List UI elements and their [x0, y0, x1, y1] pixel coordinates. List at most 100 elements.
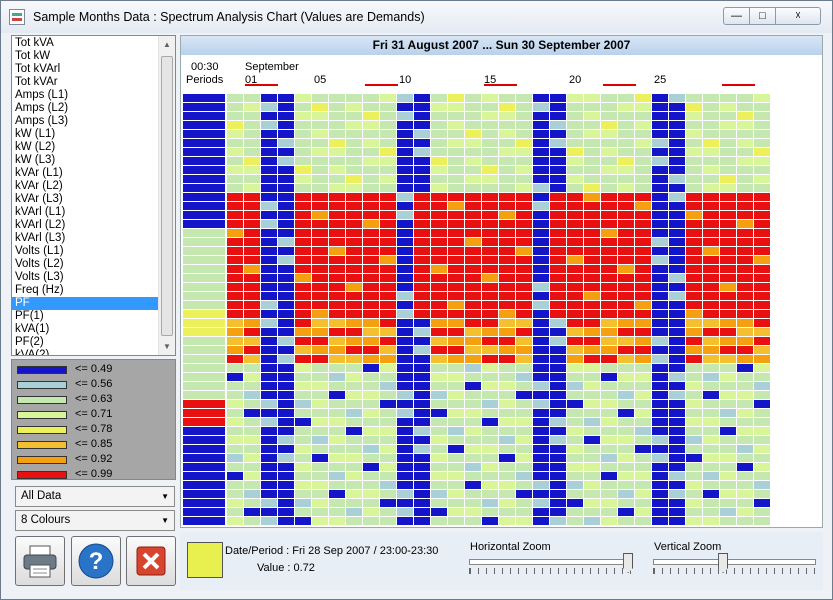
spectrum-cell[interactable]: [414, 139, 430, 147]
spectrum-cell[interactable]: [448, 499, 464, 507]
spectrum-cell[interactable]: [720, 94, 736, 102]
spectrum-cell[interactable]: [465, 211, 481, 219]
spectrum-cell[interactable]: [346, 481, 362, 489]
spectrum-cell[interactable]: [703, 382, 719, 390]
spectrum-cell[interactable]: [465, 265, 481, 273]
spectrum-cell[interactable]: [652, 346, 668, 354]
spectrum-cell[interactable]: [703, 148, 719, 156]
spectrum-cell[interactable]: [227, 517, 243, 525]
spectrum-cell[interactable]: [669, 229, 685, 237]
spectrum-cell[interactable]: [380, 508, 396, 516]
spectrum-cell[interactable]: [227, 157, 243, 165]
spectrum-cell[interactable]: [244, 157, 260, 165]
spectrum-cell[interactable]: [329, 319, 345, 327]
spectrum-cell[interactable]: [431, 490, 447, 498]
spectrum-cell[interactable]: [261, 499, 277, 507]
spectrum-cell[interactable]: [516, 409, 532, 417]
spectrum-cell[interactable]: [183, 121, 225, 129]
spectrum-cell[interactable]: [346, 103, 362, 111]
spectrum-cell[interactable]: [567, 139, 583, 147]
spectrum-cell[interactable]: [278, 238, 294, 246]
spectrum-cell[interactable]: [550, 319, 566, 327]
spectrum-cell[interactable]: [533, 121, 549, 129]
spectrum-cell[interactable]: [754, 148, 770, 156]
spectrum-cell[interactable]: [312, 346, 328, 354]
spectrum-cell[interactable]: [183, 139, 225, 147]
spectrum-cell[interactable]: [669, 436, 685, 444]
spectrum-cell[interactable]: [499, 382, 515, 390]
spectrum-cell[interactable]: [346, 292, 362, 300]
spectrum-cell[interactable]: [227, 490, 243, 498]
spectrum-cell[interactable]: [312, 445, 328, 453]
spectrum-cell[interactable]: [244, 454, 260, 462]
spectrum-cell[interactable]: [669, 292, 685, 300]
spectrum-cell[interactable]: [448, 256, 464, 264]
spectrum-cell[interactable]: [635, 445, 651, 453]
spectrum-cell[interactable]: [567, 490, 583, 498]
spectrum-cell[interactable]: [346, 337, 362, 345]
spectrum-cell[interactable]: [720, 148, 736, 156]
spectrum-cell[interactable]: [635, 463, 651, 471]
spectrum-cell[interactable]: [499, 499, 515, 507]
spectrum-cell[interactable]: [397, 130, 413, 138]
spectrum-cell[interactable]: [499, 400, 515, 408]
spectrum-cell[interactable]: [754, 463, 770, 471]
spectrum-cell[interactable]: [720, 301, 736, 309]
spectrum-cell[interactable]: [720, 121, 736, 129]
spectrum-cell[interactable]: [261, 364, 277, 372]
spectrum-cell[interactable]: [261, 274, 277, 282]
spectrum-cell[interactable]: [601, 112, 617, 120]
spectrum-cell[interactable]: [295, 382, 311, 390]
spectrum-cell[interactable]: [618, 112, 634, 120]
spectrum-cell[interactable]: [414, 481, 430, 489]
spectrum-cell[interactable]: [601, 400, 617, 408]
spectrum-cell[interactable]: [295, 418, 311, 426]
spectrum-cell[interactable]: [363, 94, 379, 102]
quantity-list-item[interactable]: kVAr (L3): [15, 193, 63, 205]
spectrum-cell[interactable]: [312, 157, 328, 165]
spectrum-cell[interactable]: [414, 148, 430, 156]
spectrum-cell[interactable]: [703, 472, 719, 480]
spectrum-cell[interactable]: [550, 427, 566, 435]
spectrum-cell[interactable]: [703, 508, 719, 516]
spectrum-cell[interactable]: [720, 220, 736, 228]
spectrum-cell[interactable]: [584, 301, 600, 309]
spectrum-cell[interactable]: [329, 382, 345, 390]
spectrum-cell[interactable]: [754, 94, 770, 102]
spectrum-cell[interactable]: [601, 211, 617, 219]
spectrum-cell[interactable]: [227, 148, 243, 156]
spectrum-cell[interactable]: [431, 418, 447, 426]
spectrum-cell[interactable]: [754, 139, 770, 147]
spectrum-cell[interactable]: [346, 148, 362, 156]
spectrum-cell[interactable]: [227, 355, 243, 363]
spectrum-cell[interactable]: [703, 121, 719, 129]
spectrum-cell[interactable]: [601, 481, 617, 489]
spectrum-cell[interactable]: [584, 148, 600, 156]
spectrum-cell[interactable]: [278, 346, 294, 354]
spectrum-cell[interactable]: [737, 274, 753, 282]
spectrum-cell[interactable]: [754, 310, 770, 318]
spectrum-cell[interactable]: [754, 283, 770, 291]
spectrum-cell[interactable]: [312, 436, 328, 444]
spectrum-cell[interactable]: [278, 364, 294, 372]
spectrum-cell[interactable]: [618, 481, 634, 489]
spectrum-cell[interactable]: [737, 337, 753, 345]
spectrum-cell[interactable]: [244, 121, 260, 129]
spectrum-cell[interactable]: [516, 283, 532, 291]
spectrum-cell[interactable]: [669, 130, 685, 138]
spectrum-cell[interactable]: [448, 274, 464, 282]
spectrum-cell[interactable]: [431, 103, 447, 111]
spectrum-cell[interactable]: [397, 139, 413, 147]
spectrum-cell[interactable]: [652, 265, 668, 273]
spectrum-cell[interactable]: [227, 319, 243, 327]
spectrum-cell[interactable]: [635, 229, 651, 237]
spectrum-cell[interactable]: [754, 130, 770, 138]
spectrum-cell[interactable]: [414, 103, 430, 111]
spectrum-cell[interactable]: [550, 328, 566, 336]
spectrum-cell[interactable]: [244, 193, 260, 201]
spectrum-cell[interactable]: [533, 94, 549, 102]
spectrum-cell[interactable]: [499, 391, 515, 399]
spectrum-cell[interactable]: [482, 364, 498, 372]
spectrum-cell[interactable]: [720, 472, 736, 480]
spectrum-cell[interactable]: [516, 355, 532, 363]
